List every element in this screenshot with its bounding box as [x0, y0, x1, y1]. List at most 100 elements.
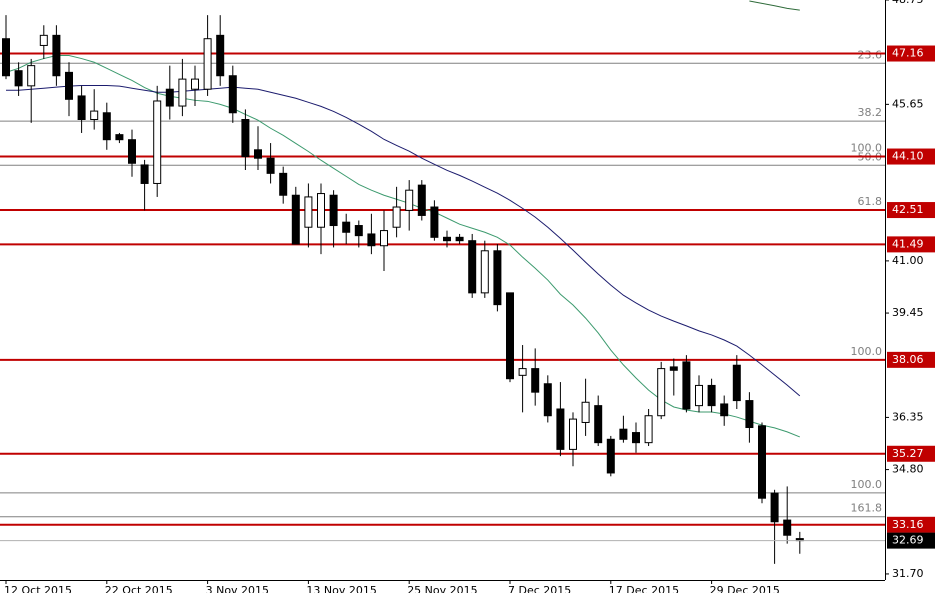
candle-body — [304, 196, 313, 228]
candle-body — [695, 384, 703, 407]
fib-label: 100.0 — [851, 345, 883, 358]
last-price-box — [887, 532, 935, 549]
level-label: 41.49 — [892, 237, 924, 250]
candle-body — [783, 519, 792, 536]
level-label: 47.16 — [892, 47, 924, 60]
candle-body — [468, 240, 477, 294]
level-label: 42.51 — [892, 203, 924, 216]
y-tick-label: 45.65 — [892, 97, 924, 110]
fib-label: 100.0 — [851, 142, 883, 155]
candle-body — [178, 78, 187, 107]
candle-body — [455, 236, 464, 242]
candle-body — [203, 38, 212, 90]
moving-average — [6, 85, 801, 397]
y-tick-label: 36.35 — [892, 410, 924, 423]
candle-body — [531, 368, 540, 393]
x-tick-label: 22 Oct 2015 — [105, 584, 173, 593]
candle-body — [606, 438, 615, 474]
candle-body — [2, 38, 10, 77]
candle-body — [581, 401, 590, 423]
candle-body — [430, 206, 439, 238]
candle-body — [128, 139, 136, 164]
y-tick-label: 34.80 — [892, 463, 924, 476]
candle-body — [669, 366, 678, 371]
level-box — [887, 445, 935, 462]
candle-body — [14, 70, 23, 87]
candle-body — [354, 225, 363, 237]
moving-average — [5, 55, 800, 438]
candle-body — [342, 221, 351, 233]
candle-body — [518, 368, 527, 376]
candle-body — [228, 75, 237, 114]
candle-body — [506, 292, 514, 380]
candle-body — [90, 110, 99, 121]
candle-body — [291, 194, 300, 245]
candle-body — [619, 428, 628, 440]
fib-label: 23.6 — [858, 48, 883, 61]
candle-body — [417, 184, 426, 216]
candle-body — [279, 172, 288, 196]
candle-body — [443, 236, 451, 242]
y-tick-label: 41.00 — [892, 254, 924, 267]
candle-body — [52, 34, 61, 77]
candle-body — [682, 361, 691, 410]
candle-body — [115, 134, 124, 141]
fib-label: 100.0 — [851, 478, 883, 491]
level-label: 38.06 — [892, 353, 924, 366]
candle-body — [594, 405, 603, 444]
level-label: 33.16 — [892, 518, 924, 531]
candle-body — [720, 403, 729, 417]
candle-body — [367, 233, 376, 247]
candle-body — [493, 250, 502, 306]
y-tick-label: 48.75 — [892, 0, 924, 6]
candle-body — [758, 425, 766, 499]
x-tick-label: 29 Dec 2015 — [710, 584, 780, 593]
candle-body — [191, 78, 199, 90]
y-tick-label: 39.45 — [892, 306, 924, 319]
x-tick-label: 25 Nov 2015 — [407, 584, 477, 593]
level-box — [887, 45, 935, 62]
candle-body — [329, 194, 338, 227]
candle-body — [392, 206, 401, 228]
candle-body — [632, 432, 640, 444]
y-tick-label: 31.70 — [892, 567, 924, 580]
candle-body — [707, 384, 716, 407]
candle-body — [543, 383, 552, 417]
candle-body — [153, 100, 162, 184]
level-box — [887, 148, 935, 165]
candle-body — [27, 65, 36, 87]
candle-body — [569, 418, 577, 450]
candle-body — [644, 415, 653, 444]
candle-body — [556, 408, 565, 450]
candle-body — [317, 193, 325, 228]
x-tick-label: 7 Dec 2015 — [508, 584, 571, 593]
candle-body — [254, 149, 262, 159]
candle-body — [657, 368, 666, 417]
candle-body — [216, 34, 225, 77]
candle-body — [380, 230, 388, 247]
x-tick-label: 12 Oct 2015 — [4, 584, 72, 593]
candle-body — [732, 364, 741, 402]
x-tick-label: 3 Nov 2015 — [206, 584, 269, 593]
fib-label: 161.8 — [851, 502, 883, 515]
fib-label: 61.8 — [858, 195, 883, 208]
candle-body — [77, 95, 86, 121]
candle-body — [266, 157, 275, 174]
level-box — [887, 236, 935, 253]
last-price-label: 32.69 — [892, 534, 924, 547]
x-tick-label: 17 Dec 2015 — [609, 584, 679, 593]
candle-body — [770, 492, 779, 523]
level-box — [887, 351, 935, 368]
candle-body — [241, 119, 250, 158]
level-box — [887, 202, 935, 219]
candle-body — [480, 250, 489, 294]
candle-body — [140, 164, 149, 184]
level-label: 35.27 — [892, 447, 924, 460]
candle-body — [745, 400, 754, 429]
candle-body — [65, 71, 73, 100]
candle-body — [39, 34, 48, 46]
candle-body — [165, 88, 174, 107]
candle-body — [405, 189, 414, 211]
